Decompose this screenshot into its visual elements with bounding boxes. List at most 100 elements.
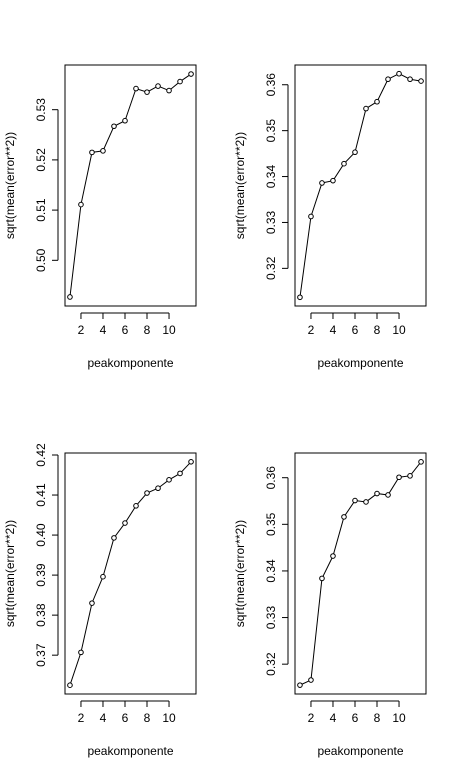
- data-point: [330, 553, 336, 559]
- chart-panel-3: 2 4 6 8 10 0.37 0.38 0.39 0.40 0.41 0.42 peakompone…: [3, 443, 197, 758]
- x-tick-label: 10: [392, 711, 406, 725]
- x-tick-label: 6: [352, 323, 359, 337]
- y-tick-label: 0.50: [34, 248, 48, 272]
- data-point: [385, 492, 391, 498]
- y-axis-label: sqrt(mean(error**2)): [233, 132, 247, 239]
- plot-frame: [294, 64, 427, 307]
- y-tick-label: 0.39: [34, 563, 48, 587]
- y-tick-label: 0.35: [264, 119, 278, 143]
- chart-panel-1: 2 4 6 8 10 0.50 0.51 0.52 0.53 peakomponente sqrt(…: [3, 64, 197, 370]
- data-point: [133, 503, 139, 509]
- y-tick-label: 0.33: [264, 606, 278, 630]
- x-axis: 2 4 6 8 10: [308, 700, 406, 725]
- x-axis-label: peakomponente: [87, 356, 173, 370]
- y-tick-label: 0.40: [34, 523, 48, 547]
- data-point: [330, 177, 336, 184]
- x-tick-label: 8: [144, 323, 151, 337]
- data-point: [396, 474, 402, 481]
- data-point: [177, 78, 183, 85]
- y-tick-label: 0.36: [264, 73, 278, 97]
- series-line: [69, 461, 192, 686]
- x-tick-label: 8: [374, 323, 381, 337]
- y-tick-label: 0.35: [264, 512, 278, 536]
- data-point: [374, 98, 380, 105]
- chart-panel-2: 2 4 6 8 10 0.32 0.33 0.34 0.35 0.36 peakomponente s…: [233, 64, 427, 370]
- x-tick-label: 4: [100, 323, 107, 337]
- data-point: [308, 213, 314, 220]
- y-axis: 0.50 0.51 0.52 0.53: [34, 98, 59, 272]
- x-axis-label: peakomponente: [317, 744, 403, 758]
- data-point: [89, 600, 95, 606]
- data-point: [385, 76, 391, 83]
- data-point: [155, 485, 161, 492]
- y-tick-label: 0.32: [264, 256, 278, 280]
- data-point: [352, 149, 358, 156]
- data-point: [363, 105, 369, 112]
- y-axis-label: sqrt(mean(error**2)): [233, 520, 247, 627]
- data-point: [188, 71, 194, 77]
- data-point: [67, 682, 73, 688]
- plot-frame: [64, 452, 197, 695]
- x-tick-label: 10: [392, 323, 406, 337]
- x-tick-label: 2: [78, 711, 85, 725]
- data-point: [297, 294, 303, 301]
- series-line: [299, 73, 422, 298]
- y-tick-label: 0.42: [34, 443, 48, 467]
- y-axis-label: sqrt(mean(error**2)): [3, 132, 17, 239]
- x-tick-label: 8: [144, 711, 151, 725]
- data-point: [133, 85, 139, 92]
- data-point: [89, 149, 95, 156]
- data-point: [111, 535, 117, 541]
- data-point: [396, 70, 402, 77]
- y-tick-label: 0.33: [264, 210, 278, 234]
- x-tick-label: 6: [122, 323, 129, 337]
- x-tick-label: 2: [78, 323, 85, 337]
- series-line: [69, 73, 192, 298]
- data-point: [78, 649, 84, 656]
- data-point: [67, 294, 73, 300]
- data-point: [155, 83, 161, 89]
- data-point: [341, 160, 347, 167]
- data-point: [100, 148, 106, 154]
- data-point: [177, 470, 183, 477]
- data-point: [122, 520, 128, 526]
- data-point: [319, 180, 325, 186]
- data-point: [144, 89, 150, 95]
- x-tick-label: 4: [100, 711, 107, 725]
- data-point: [188, 459, 194, 465]
- y-tick-label: 0.34: [264, 165, 278, 189]
- data-point: [111, 123, 117, 130]
- x-tick-label: 6: [352, 711, 359, 725]
- data-point: [319, 575, 325, 582]
- x-axis: 2 4 6 8 10: [78, 312, 176, 337]
- x-axis-label: peakomponente: [317, 356, 403, 370]
- data-point: [418, 459, 424, 465]
- data-point: [308, 677, 314, 683]
- data-point: [122, 117, 128, 124]
- x-tick-label: 4: [330, 711, 337, 725]
- data-point: [166, 87, 172, 94]
- y-axis: 0.37 0.38 0.39 0.40 0.41 0.42: [34, 443, 59, 667]
- x-tick-label: 2: [308, 323, 315, 337]
- y-tick-label: 0.53: [34, 98, 48, 122]
- x-axis: 2 4 6 8 10: [78, 700, 176, 725]
- y-tick-label: 0.36: [264, 466, 278, 490]
- data-point: [407, 473, 413, 479]
- x-axis: 2 4 6 8 10: [308, 312, 406, 337]
- y-axis: 0.32 0.33 0.34 0.35 0.36: [264, 466, 289, 676]
- y-axis: 0.32 0.33 0.34 0.35 0.36: [264, 73, 289, 280]
- plot-frame: [294, 452, 427, 695]
- x-tick-label: 2: [308, 711, 315, 725]
- plot-frame: [64, 64, 197, 307]
- y-tick-label: 0.52: [34, 148, 48, 172]
- x-tick-label: 10: [162, 323, 176, 337]
- x-axis-label: peakomponente: [87, 744, 173, 758]
- y-tick-label: 0.51: [34, 198, 48, 222]
- x-tick-label: 4: [330, 323, 337, 337]
- y-tick-label: 0.38: [34, 603, 48, 627]
- y-axis-label: sqrt(mean(error**2)): [3, 520, 17, 627]
- data-point: [166, 477, 172, 483]
- x-tick-label: 10: [162, 711, 176, 725]
- data-point: [374, 490, 380, 497]
